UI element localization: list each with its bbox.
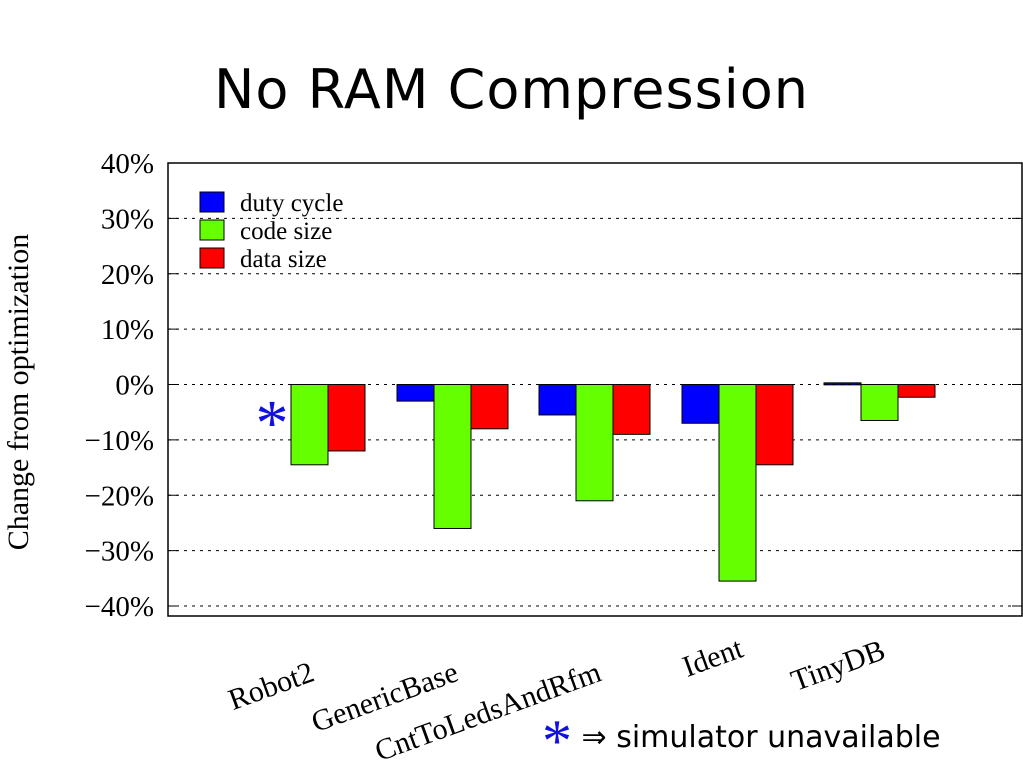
bar-code-size-cnttoledsandrfm (575, 384, 614, 502)
bar-duty-cycle-ident (681, 384, 720, 424)
bar-code-size-robot2 (290, 384, 329, 466)
legend-label: duty cycle (240, 190, 343, 217)
footnote-marker-icon: * (542, 708, 572, 774)
y-tick-label: 30% (101, 203, 154, 235)
bar-code-size-genericbase (433, 384, 472, 529)
y-tick-label: −30% (84, 536, 154, 568)
bar-data-size-robot2 (327, 384, 366, 452)
footnote: * ⇒ simulator unavailable (542, 711, 941, 771)
legend-swatch (199, 247, 225, 269)
footnote-text: ⇒ simulator unavailable (581, 720, 941, 755)
y-tick-label: −40% (84, 591, 154, 623)
y-tick-label: −10% (84, 425, 154, 457)
legend-label: code size (240, 218, 332, 245)
legend-swatch (199, 219, 225, 241)
y-tick-label: 0% (115, 370, 154, 402)
y-tick-label: 20% (101, 259, 154, 291)
bar-duty-cycle-genericbase (396, 384, 435, 402)
x-tick-label: TinyDB (787, 634, 890, 698)
y-tick-label: −20% (84, 480, 154, 512)
bar-code-size-ident (718, 384, 757, 582)
y-tick-label: 40% (101, 148, 154, 180)
bar-data-size-tinydb (897, 384, 936, 398)
x-tick-label: Ident (678, 631, 748, 683)
y-tick-label: 10% (101, 314, 154, 346)
y-axis-ticks: 40% 30% 20% 10% 0% −10% −20% −30% −40% (84, 148, 1022, 623)
legend-label: data size (240, 246, 327, 273)
legend-swatch (199, 191, 225, 213)
bar-code-size-tinydb (860, 384, 899, 421)
x-tick-label: Robot2 (224, 656, 318, 717)
bar-data-size-ident (755, 384, 794, 466)
bar-duty-cycle-cnttoledsandrfm (538, 384, 577, 416)
bar-data-size-cnttoledsandrfm (612, 384, 651, 435)
annotations: * (256, 387, 289, 460)
bar-data-size-genericbase (470, 384, 509, 430)
plot-frame (167, 162, 1023, 617)
bars (290, 382, 936, 582)
slide-title: No RAM Compression (213, 58, 810, 121)
unavailable-marker-icon: * (256, 387, 289, 460)
y-axis-label: Change from optimization (2, 234, 35, 551)
